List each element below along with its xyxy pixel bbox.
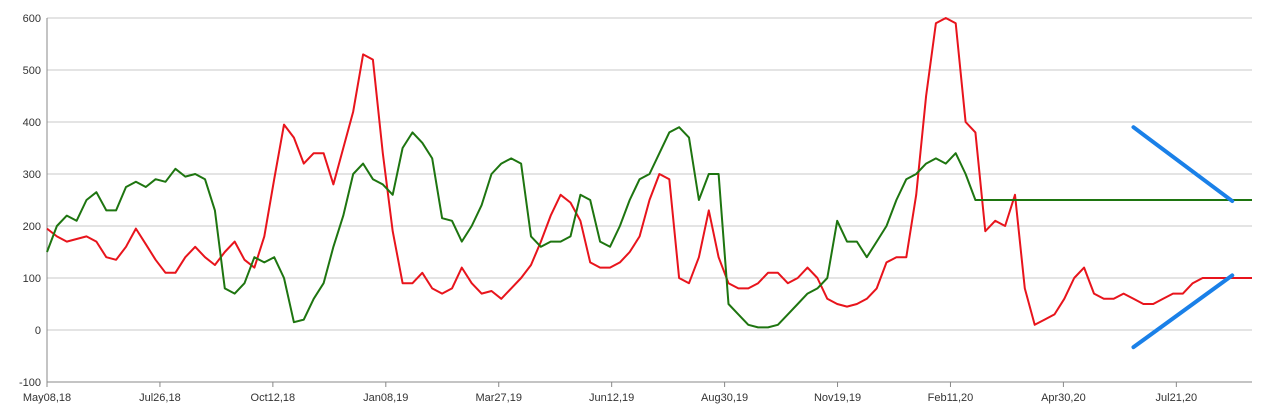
y-tick-label: 100 (23, 273, 41, 285)
y-tick-label: 600 (23, 13, 41, 25)
x-tick-label: Mar27,19 (475, 392, 521, 404)
x-tick-label: Feb11,20 (928, 392, 974, 404)
y-tick-label: -100 (19, 377, 41, 389)
x-tick-label: Jul26,18 (139, 392, 181, 404)
series-line-1 (46, 17, 1252, 326)
series-group (46, 17, 1252, 329)
x-tick-label: Jul21,20 (1156, 392, 1198, 404)
x-tick-label: Apr30,20 (1041, 392, 1086, 404)
x-tick-label: Jan08,19 (363, 392, 408, 404)
x-tick-label: May08,18 (23, 392, 71, 404)
x-axis: May08,18 Jul26,18 Oct12,18 Jan08,19 Mar27,19… (23, 381, 1252, 404)
y-tick-label: 500 (23, 65, 41, 77)
annotation-trend-line (1131, 125, 1235, 204)
y-tick-label: 300 (23, 169, 41, 181)
x-tick-label: Oct12,18 (251, 392, 296, 404)
series-line-2 (46, 126, 1252, 329)
x-tick-label: Jun12,19 (589, 392, 634, 404)
y-tick-label: 200 (23, 221, 41, 233)
x-tick-label: Nov19,19 (814, 392, 861, 404)
y-tick-label: 0 (35, 325, 41, 337)
x-tick-label: Aug30,19 (701, 392, 748, 404)
y-tick-label: 400 (23, 117, 41, 129)
y-axis: -100 0 100 200 300 400 500 600 (19, 13, 48, 389)
annotation-trend-line (1131, 273, 1235, 350)
annotations-group (1131, 125, 1235, 350)
